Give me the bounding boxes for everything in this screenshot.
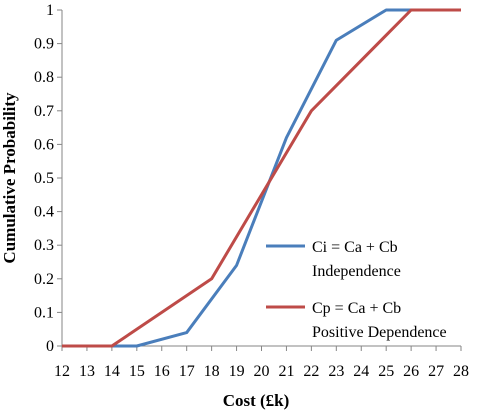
y-ticks: 0 0.1 0.2 0.3 0.4 0.5 0.6 0.7 0.8 0.9 1 xyxy=(34,2,62,355)
y-tick-label: 0 xyxy=(46,338,54,355)
y-tick-label: 0.3 xyxy=(34,237,54,254)
x-tick-label: 18 xyxy=(204,363,220,380)
y-tick-label: 0.5 xyxy=(34,170,54,187)
x-tick-label: 16 xyxy=(154,363,170,380)
x-axis-title: Cost (£k) xyxy=(223,391,290,410)
legend-label-independence-line2: Independence xyxy=(312,263,401,280)
legend: Ci = Ca + Cb Independence Cp = Ca + Cb P… xyxy=(266,239,447,341)
x-tick-label: 14 xyxy=(104,363,120,380)
legend-label-positive-dependence-line1: Cp = Ca + Cb xyxy=(312,300,401,317)
x-tick-label: 21 xyxy=(278,363,294,380)
x-tick-label: 26 xyxy=(403,363,419,380)
x-tick-label: 22 xyxy=(303,363,319,380)
x-tick-label: 19 xyxy=(229,363,245,380)
y-tick-label: 0.1 xyxy=(34,304,54,321)
x-tick-label: 23 xyxy=(328,363,344,380)
x-tick-label: 17 xyxy=(179,363,195,380)
y-tick-label: 1 xyxy=(46,2,54,19)
x-tick-label: 24 xyxy=(353,363,369,380)
y-tick-label: 0.8 xyxy=(34,69,54,86)
y-tick-label: 0.2 xyxy=(34,271,54,288)
legend-label-independence-line1: Ci = Ca + Cb xyxy=(312,239,398,256)
legend-label-positive-dependence-line2: Positive Dependence xyxy=(312,324,447,341)
x-tick-label: 13 xyxy=(79,363,95,380)
x-tick-label: 20 xyxy=(254,363,270,380)
series-line-positive-dependence xyxy=(62,8,461,348)
x-tick-label: 15 xyxy=(129,363,145,380)
series-lines xyxy=(62,8,461,348)
y-tick-label: 0.9 xyxy=(34,36,54,53)
x-tick-label: 25 xyxy=(378,363,394,380)
y-tick-label: 0.4 xyxy=(34,204,54,221)
y-tick-label: 0.7 xyxy=(34,103,54,120)
y-axis-title: Cumulative Probability xyxy=(0,92,19,264)
x-tick-label: 12 xyxy=(54,363,70,380)
y-tick-label: 0.6 xyxy=(34,136,54,153)
x-tick-label: 27 xyxy=(428,363,444,380)
x-ticks: 12 13 14 15 16 17 18 19 20 21 22 23 24 25 26 27 28 xyxy=(54,346,469,380)
series-line-independence xyxy=(62,8,461,348)
x-tick-label: 28 xyxy=(453,363,469,380)
axes xyxy=(61,10,461,347)
